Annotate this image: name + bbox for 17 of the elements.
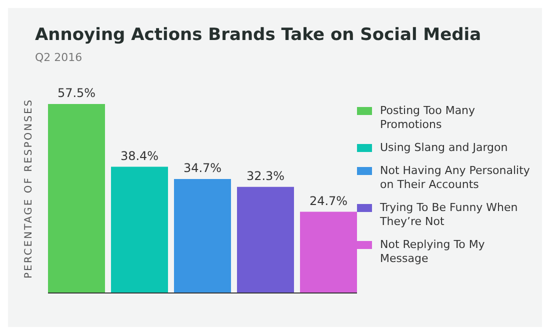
y-axis-title: PERCENTAGE OF RESPONSES — [24, 98, 35, 278]
data-label: 24.7% — [309, 194, 348, 208]
legend-label: Using Slang and Jargon — [380, 141, 508, 155]
legend-label: Trying To Be Funny When They’re Not — [380, 201, 519, 229]
chart-title: Annoying Actions Brands Take on Social Media — [35, 25, 482, 45]
data-label: 32.3% — [246, 168, 285, 183]
bar — [48, 104, 105, 293]
data-label: 57.5% — [57, 86, 96, 100]
data-label: 38.4% — [120, 148, 159, 163]
legend-label: Not Having Any Personality on Their Accounts — [380, 164, 531, 192]
legend-label: Not Replying To My Message — [380, 238, 486, 266]
data-label: 34.7% — [183, 160, 222, 175]
legend-label: Posting Too Many Promotions — [380, 104, 476, 132]
chart-subtitle: Q2 2016 — [35, 51, 82, 64]
bar — [237, 186, 294, 293]
bar — [111, 166, 168, 293]
bar — [174, 178, 231, 293]
